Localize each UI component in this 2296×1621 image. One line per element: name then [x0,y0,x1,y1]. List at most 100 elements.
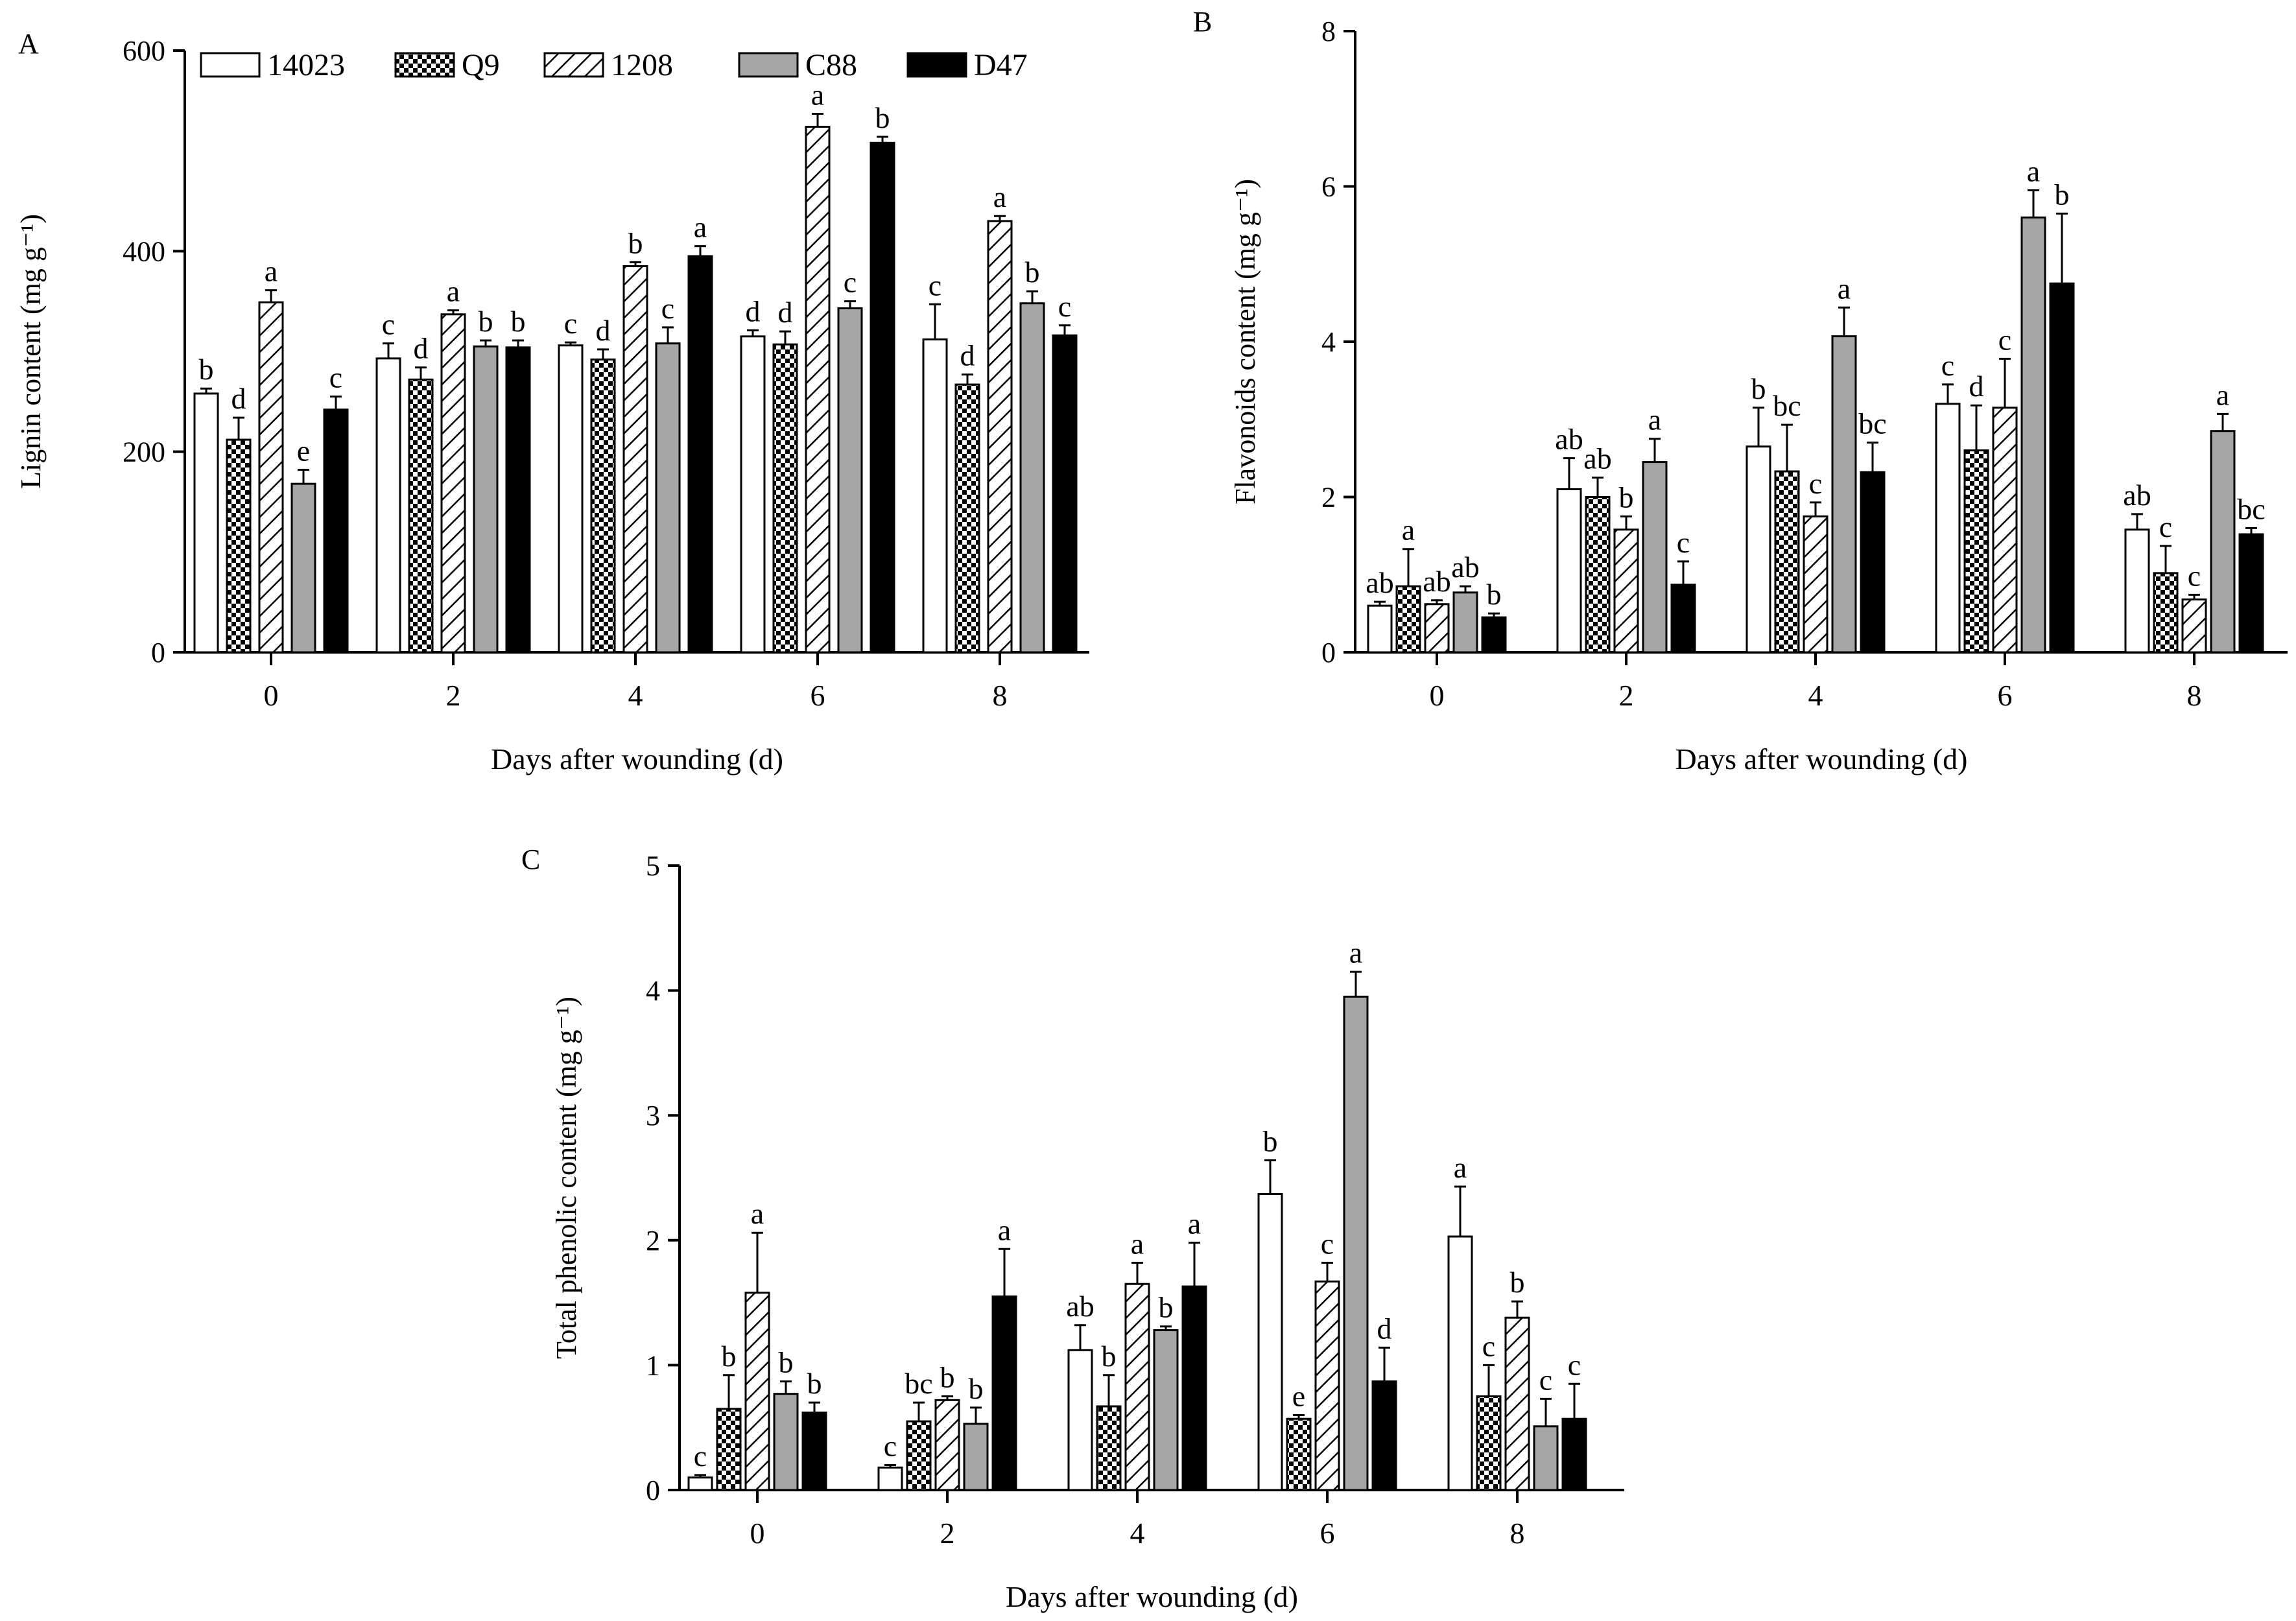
significance-letter: a [1131,1227,1144,1260]
significance-letter: a [1454,1151,1467,1184]
significance-letter: b [1510,1266,1525,1299]
bar-1208 [1992,407,2018,654]
bar-d47 [2049,282,2075,654]
significance-letter: c [929,268,941,302]
bar-c88 [655,342,681,654]
significance-letter: c [382,308,395,341]
significance-letter: a [2027,154,2040,187]
bar-14023 [687,1476,713,1491]
y-tick-label: 4 [1321,326,1336,358]
bar-d47 [2238,533,2264,654]
y-tick-label: 0 [1321,637,1336,669]
bar-q9 [772,343,798,654]
legend-label: D47 [974,48,1028,82]
bar-q9 [1096,1405,1122,1491]
bar-c88 [1019,302,1045,654]
bar-1208 [1613,528,1639,654]
bar-q9 [2153,572,2179,654]
x-tick-label: 2 [446,679,461,712]
bar-c88 [773,1393,799,1491]
legend-label: C88 [805,48,857,82]
significance-letter: a [2216,378,2229,411]
x-tick-label: 4 [1130,1517,1145,1550]
bar-c88 [963,1423,989,1491]
bar-d47 [1860,471,1886,654]
x-tick-label: 8 [1510,1517,1525,1550]
significance-letter: d [746,295,761,328]
lignin-chart: 0 200 400 600 Lignin content (mg g⁻¹) Days af… [15,35,1089,775]
bar-d47 [323,408,349,654]
significance-letter: a [998,1213,1011,1246]
legend-swatch [394,52,455,78]
y-tick-label: 2 [1321,482,1336,514]
y-axis-label: Lignin content (mg g⁻¹) [15,214,47,489]
y-axis-label: Flavonoids content (mg g⁻¹) [1229,179,1261,504]
bar-d47 [1052,334,1078,654]
significance-letter: d [596,314,611,347]
y-tick-label: 3 [646,1100,660,1131]
significance-letter: ab [1555,423,1583,456]
bar-d47 [801,1412,827,1491]
bar-14023 [1067,1349,1093,1491]
significance-letter: b [1487,578,1502,611]
significance-letter: b [807,1367,822,1400]
bar-14023 [740,335,766,654]
significance-letter: c [884,1429,897,1462]
significance-letter: b [628,226,643,259]
y-tick-label: 5 [646,850,660,882]
significance-letter: a [447,275,460,308]
bar-d47 [1371,1380,1397,1491]
significance-letter: ab [1366,566,1393,599]
bar-14023 [1447,1235,1473,1491]
significance-letter: b [199,353,214,386]
significance-letter: ab [1066,1290,1094,1323]
bar-q9 [954,383,980,654]
bar-14023 [922,338,948,654]
x-tick-label: 4 [628,679,643,712]
bar-1208 [805,126,831,654]
legend-label: Q9 [462,48,500,82]
bar-1208 [1504,1316,1530,1491]
bar-c88 [1452,591,1478,654]
significance-letter: c [694,1439,707,1473]
x-tick-label: 2 [1619,679,1634,712]
x-axis-label: Days after wounding (d) [1675,742,1968,775]
significance-letter: bc [1858,407,1886,440]
x-axis-label: Days after wounding (d) [491,742,783,775]
y-tick-label: 8 [1321,16,1336,47]
significance-letter: c [1539,1363,1552,1396]
significance-letter: b [1751,372,1766,405]
significance-letter: b [1159,1291,1174,1324]
bar-q9 [906,1420,932,1491]
x-tick-label: 0 [750,1517,765,1550]
significance-letter: e [297,434,310,467]
bar-c88 [473,345,499,654]
y-tick-label: 0 [151,637,165,669]
bar-1208 [1803,515,1829,654]
significance-letter: b [969,1372,984,1405]
significance-letter: bc [1773,389,1801,422]
legend-swatch [906,52,967,78]
bar-1208 [440,313,466,654]
bar-q9 [590,358,616,654]
y-tick-label: 0 [646,1474,660,1506]
bar-q9 [1395,585,1421,654]
y-tick-label: 400 [123,235,165,267]
x-tick-label: 8 [993,679,1008,712]
significance-letter: c [1809,467,1822,500]
bar-d47 [687,255,713,654]
significance-letter: e [1292,1379,1305,1412]
significance-letter: c [1058,290,1071,323]
significance-letter: bc [905,1367,932,1400]
significance-letter: c [1677,526,1690,559]
bar-1208 [1314,1280,1340,1491]
significance-letter: ab [1423,565,1450,598]
significance-letter: b [2055,178,2070,211]
significance-letter: d [1377,1312,1392,1345]
bar-c88 [2020,216,2046,654]
y-axis-label: Total phenolic content (mg g⁻¹) [550,997,582,1359]
bar-d47 [1481,616,1507,654]
y-tick-label: 200 [123,436,165,468]
bar-14023 [2124,528,2150,654]
bar-14023 [1367,604,1393,654]
